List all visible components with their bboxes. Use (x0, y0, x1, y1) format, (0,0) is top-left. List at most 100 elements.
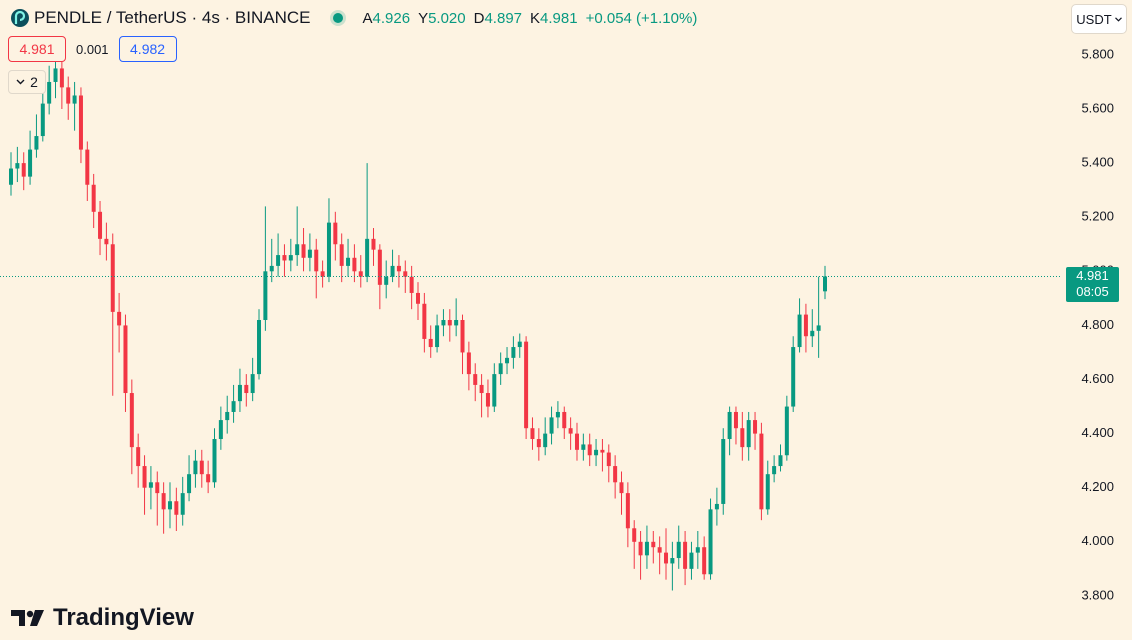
candle-body (117, 311, 122, 326)
candle-body (625, 493, 630, 529)
candle-body (600, 449, 605, 453)
candle-body (549, 417, 554, 434)
y-tick-label: 5.600 (1081, 100, 1114, 115)
candle-body (511, 347, 516, 358)
brand-logo[interactable]: TradingView (11, 604, 194, 632)
candle-body (365, 238, 370, 277)
candle-body (803, 314, 808, 337)
candle-body (568, 428, 573, 434)
countdown: 08:05 (1076, 284, 1109, 299)
candle-body (555, 411, 560, 418)
candle-body (727, 411, 732, 440)
candle-body (613, 466, 618, 483)
candle-body (301, 244, 306, 258)
candle-body (778, 455, 783, 467)
y-tick-label: 4.600 (1081, 371, 1114, 386)
candle-body (352, 257, 357, 272)
candle-body (326, 222, 331, 277)
candle-body (21, 163, 26, 177)
candle-body (772, 466, 777, 475)
chevron (16, 79, 25, 85)
candle-body (670, 558, 675, 564)
price-tag: 4.981 08:05 (1066, 267, 1119, 302)
last-price: 4.981 (1076, 268, 1109, 283)
candle-body (148, 482, 153, 488)
candle-body (34, 136, 39, 150)
candle-body (161, 493, 166, 510)
y-tick-label: 4.000 (1081, 533, 1114, 548)
candle-body (460, 320, 465, 353)
candle-body (59, 68, 64, 88)
candle-body (466, 352, 471, 375)
candle-body (664, 552, 669, 564)
candle-body (683, 541, 688, 569)
spread: 0.001 (76, 41, 109, 57)
candle-body (746, 420, 751, 448)
candle-body (454, 320, 459, 326)
candle-body (244, 384, 249, 394)
candle-body (282, 255, 287, 261)
candle-body (346, 257, 351, 266)
candle-body (740, 428, 745, 448)
y-tick-label: 5.400 (1081, 155, 1114, 170)
candle-body (517, 341, 522, 348)
candle-body (9, 168, 13, 185)
candle-body (15, 163, 20, 169)
candle-body (498, 363, 503, 375)
candle-body (110, 244, 115, 312)
chevron (1114, 16, 1122, 22)
y-tick-label: 3.800 (1081, 587, 1114, 602)
candle-body (422, 303, 427, 339)
candle-body (416, 292, 420, 304)
candle-body (180, 493, 185, 515)
candle-body (708, 509, 713, 575)
candle-body (104, 238, 109, 245)
candle-body (167, 501, 172, 510)
y-tick-label: 4.200 (1081, 479, 1114, 494)
candle-body (53, 68, 58, 82)
buy-button[interactable]: 4.982 (118, 36, 177, 62)
candle-body (594, 449, 599, 456)
candle-body (28, 149, 33, 177)
legend-header: PENDLE / TetherUS · 4s · BINANCE A4.926 … (10, 7, 697, 29)
candle-body (492, 374, 497, 407)
order-panel: 4.981 0.001 4.982 (8, 36, 177, 62)
candle-body (129, 393, 134, 448)
symbol-title: PENDLE / TetherUS · 4s · BINANCE (34, 8, 311, 27)
candle-body (702, 547, 707, 575)
candle-body (689, 552, 694, 569)
y-tick-label: 5.800 (1081, 46, 1114, 61)
indicators-toggle[interactable]: 2 (8, 70, 46, 94)
candle-body (441, 320, 446, 326)
candle-body (733, 411, 738, 429)
candle-body (212, 439, 217, 483)
ohlc-open: A4.926 (362, 9, 411, 27)
candle-body (206, 474, 211, 483)
currency-button[interactable]: USDT (1071, 4, 1127, 34)
candle-body (263, 271, 268, 320)
candle-body (543, 433, 548, 448)
candle-body (237, 384, 242, 402)
ohlc-close: K4.981 (530, 9, 578, 27)
candle-body (218, 420, 223, 440)
candle-body (72, 95, 77, 104)
candle-body (784, 406, 789, 456)
candle-body (257, 320, 262, 375)
sell-button[interactable]: 4.981 (8, 36, 66, 62)
candle-body (574, 433, 579, 450)
candle-body (657, 547, 662, 553)
candle-body (142, 466, 147, 488)
candle-body (47, 81, 52, 104)
candle-body (85, 149, 90, 185)
y-tick-label: 4.800 (1081, 317, 1114, 332)
candle-body (307, 249, 312, 258)
candle-body (320, 271, 325, 277)
candle-body (314, 249, 319, 272)
candle-body (581, 444, 586, 450)
candle-body (91, 184, 96, 212)
candle-body (791, 347, 796, 407)
candle-body (295, 244, 300, 256)
candle-body (269, 265, 274, 272)
